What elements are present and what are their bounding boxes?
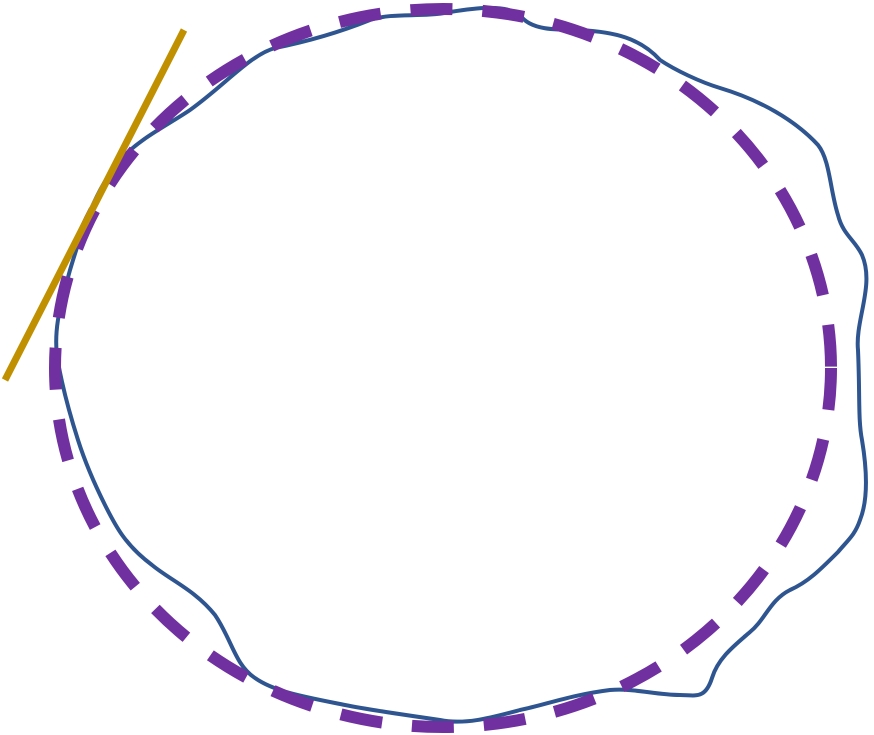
irregular-closed-curve (54, 5, 869, 724)
fitted-ellipse (49, 3, 837, 733)
tangent-line (1, 28, 188, 382)
